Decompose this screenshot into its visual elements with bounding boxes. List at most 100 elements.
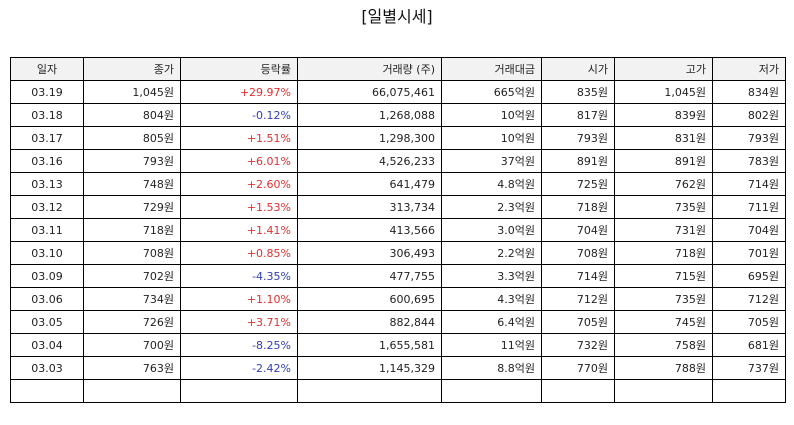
- cell-volume: 413,566: [297, 218, 442, 242]
- cell-low: 783원: [712, 149, 786, 173]
- cell-low: 695원: [712, 264, 786, 288]
- cell-volume: 66,075,461: [297, 80, 442, 104]
- cell-trade-amount: 665억원: [441, 80, 542, 104]
- table-row: 03.06 734원 +1.10% 600,695 4.3억원 712원 735원 712원: [10, 287, 786, 311]
- cell-open: 718원: [541, 195, 615, 219]
- table-row: 03.18 804원 -0.12% 1,268,088 10억원 817원 839원 802원: [10, 103, 786, 127]
- cell-high: 762원: [614, 172, 713, 196]
- cell-trade-amount: 4.3억원: [441, 287, 542, 311]
- cell-change-rate: +29.97%: [180, 80, 298, 104]
- cell-high: 718원: [614, 241, 713, 265]
- table-row: 03.05 726원 +3.71% 882,844 6.4억원 705원 745원 705원: [10, 310, 786, 334]
- cell-high: 731원: [614, 218, 713, 242]
- cell-low: 712원: [712, 287, 786, 311]
- cell-high: 831원: [614, 126, 713, 150]
- cell-date: 03.16: [10, 149, 84, 173]
- cell-change-rate: +6.01%: [180, 149, 298, 173]
- table-row: [10, 379, 786, 403]
- cell-close: 718원: [83, 218, 181, 242]
- cell-low: 714원: [712, 172, 786, 196]
- cell-high: 758원: [614, 333, 713, 357]
- cell-trade-amount: [441, 379, 542, 403]
- cell-trade-amount: 11억원: [441, 333, 542, 357]
- cell-low: 701원: [712, 241, 786, 265]
- table-row: 03.04 700원 -8.25% 1,655,581 11억원 732원 758원 681원: [10, 333, 786, 357]
- cell-high: 735원: [614, 195, 713, 219]
- table-row: 03.10 708원 +0.85% 306,493 2.2억원 708원 718원 701원: [10, 241, 786, 265]
- cell-close: 729원: [83, 195, 181, 219]
- table-row: 03.13 748원 +2.60% 641,479 4.8억원 725원 762원 714원: [10, 172, 786, 196]
- cell-date: 03.04: [10, 333, 84, 357]
- cell-close: 734원: [83, 287, 181, 311]
- cell-change-rate: -4.35%: [180, 264, 298, 288]
- cell-trade-amount: 37억원: [441, 149, 542, 173]
- cell-close: [83, 379, 181, 403]
- cell-high: 735원: [614, 287, 713, 311]
- cell-change-rate: +1.41%: [180, 218, 298, 242]
- cell-trade-amount: 6.4억원: [441, 310, 542, 334]
- cell-high: 715원: [614, 264, 713, 288]
- cell-change-rate: +3.71%: [180, 310, 298, 334]
- cell-high: 788원: [614, 356, 713, 380]
- cell-trade-amount: 4.8억원: [441, 172, 542, 196]
- cell-volume: 1,655,581: [297, 333, 442, 357]
- cell-date: 03.17: [10, 126, 84, 150]
- cell-low: 834원: [712, 80, 786, 104]
- header-low: 저가: [712, 57, 786, 81]
- cell-change-rate: [180, 379, 298, 403]
- table-row: 03.11 718원 +1.41% 413,566 3.0억원 704원 731원 704원: [10, 218, 786, 242]
- cell-open: 817원: [541, 103, 615, 127]
- cell-low: 793원: [712, 126, 786, 150]
- cell-open: 835원: [541, 80, 615, 104]
- table-row: 03.12 729원 +1.53% 313,734 2.3억원 718원 735원 711원: [10, 195, 786, 219]
- cell-high: 891원: [614, 149, 713, 173]
- cell-trade-amount: 2.2억원: [441, 241, 542, 265]
- cell-date: 03.12: [10, 195, 84, 219]
- header-high: 고가: [614, 57, 713, 81]
- cell-open: 714원: [541, 264, 615, 288]
- cell-date: 03.10: [10, 241, 84, 265]
- cell-close: 702원: [83, 264, 181, 288]
- cell-open: 712원: [541, 287, 615, 311]
- cell-high: 1,045원: [614, 80, 713, 104]
- cell-change-rate: +2.60%: [180, 172, 298, 196]
- cell-volume: 1,298,300: [297, 126, 442, 150]
- cell-volume: 306,493: [297, 241, 442, 265]
- table-row: 03.16 793원 +6.01% 4,526,233 37억원 891원 891원 783원: [10, 149, 786, 173]
- header-open: 시가: [541, 57, 615, 81]
- cell-change-rate: -8.25%: [180, 333, 298, 357]
- header-volume: 거래량 (주): [297, 57, 442, 81]
- cell-close: 726원: [83, 310, 181, 334]
- table-row: 03.09 702원 -4.35% 477,755 3.3억원 714원 715원 695원: [10, 264, 786, 288]
- cell-trade-amount: 10억원: [441, 126, 542, 150]
- cell-trade-amount: 3.3억원: [441, 264, 542, 288]
- cell-open: 732원: [541, 333, 615, 357]
- table-header-row: 일자 종가 등락률 거래량 (주) 거래대금 시가 고가 저가: [10, 57, 786, 81]
- cell-low: 681원: [712, 333, 786, 357]
- cell-trade-amount: 3.0억원: [441, 218, 542, 242]
- header-trade-amount: 거래대금: [441, 57, 542, 81]
- cell-open: 770원: [541, 356, 615, 380]
- cell-low: [712, 379, 786, 403]
- cell-high: 839원: [614, 103, 713, 127]
- cell-date: 03.13: [10, 172, 84, 196]
- cell-change-rate: -0.12%: [180, 103, 298, 127]
- daily-price-table: 일자 종가 등락률 거래량 (주) 거래대금 시가 고가 저가 03.19 1,0…: [10, 57, 786, 403]
- cell-low: 737원: [712, 356, 786, 380]
- cell-date: 03.06: [10, 287, 84, 311]
- cell-volume: 641,479: [297, 172, 442, 196]
- table-row: 03.17 805원 +1.51% 1,298,300 10억원 793원 831원 793원: [10, 126, 786, 150]
- cell-close: 805원: [83, 126, 181, 150]
- cell-volume: 477,755: [297, 264, 442, 288]
- table-row: 03.03 763원 -2.42% 1,145,329 8.8억원 770원 788원 737…: [10, 356, 786, 380]
- header-change-rate: 등락률: [180, 57, 298, 81]
- cell-high: [614, 379, 713, 403]
- cell-close: 748원: [83, 172, 181, 196]
- cell-close: 763원: [83, 356, 181, 380]
- cell-change-rate: +1.53%: [180, 195, 298, 219]
- table-row: 03.19 1,045원 +29.97% 66,075,461 665억원 835원 1,0…: [10, 80, 786, 104]
- cell-volume: [297, 379, 442, 403]
- cell-date: 03.03: [10, 356, 84, 380]
- cell-volume: 600,695: [297, 287, 442, 311]
- cell-date: 03.09: [10, 264, 84, 288]
